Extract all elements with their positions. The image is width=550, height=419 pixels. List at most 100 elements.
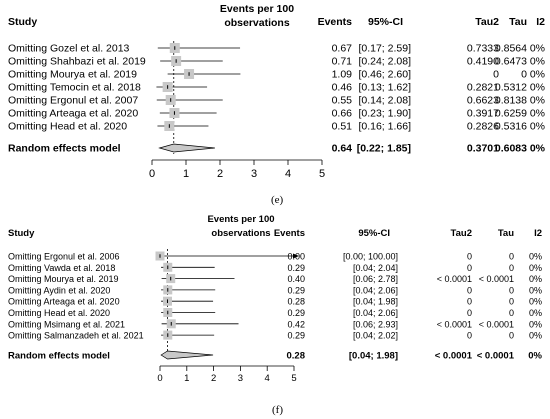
panel-e-row-2-tau2-value: 0.4190	[467, 56, 499, 68]
panel-e-row-7-events-value: 0.51	[332, 121, 353, 133]
panel-e-row-2-tau-value: 0.6473	[495, 56, 527, 68]
panel-f-row-8-tau2-value: 0	[467, 331, 472, 341]
panel-f-pooled-events-value: 0.28	[287, 351, 306, 362]
panel-f-row-6-study-label: Omitting Head et al. 2020	[8, 308, 110, 318]
panel-e-pooled-tau2-value: 0.3701	[467, 143, 499, 155]
panel-f-x-tick-label-3: 3	[238, 373, 243, 384]
panel-f-row-6-tau2-value: 0	[467, 308, 472, 318]
panel-f-row-8-study-label: Omitting Salmanzadeh et al. 2021	[8, 331, 144, 341]
panel-f-row-6-tau-value: 0	[509, 308, 514, 318]
panel-f-row-8-events-value: 0.29	[287, 331, 305, 341]
panel-e-pooled-events-value: 0.64	[332, 143, 353, 155]
panel-e-row-3-ci-value: [0.46; 2.60]	[358, 69, 411, 81]
panel-e-row-1-ci-value: [0.17; 2.59]	[358, 43, 411, 55]
panel-f-row-2-events-value: 0.29	[287, 263, 305, 273]
panel-f-row-5-tau2-value: 0	[467, 297, 472, 307]
panel-e-title-line-1: Events per 100	[220, 3, 294, 15]
panel-f-row-2-tau-value: 0	[509, 263, 514, 273]
panel-e-x-tick-label-2: 2	[217, 168, 223, 180]
panel-f-row-3-tau2-value: < 0.0001	[437, 274, 472, 284]
panel-e-row-2-i2-value: 0%	[530, 56, 545, 68]
caption-f-label: (f)	[272, 404, 283, 416]
panel-f-row-8-i2-value: 0%	[529, 331, 542, 341]
panel-f-x-tick-label-0: 0	[157, 373, 162, 384]
panel-f-row-1-events-value: 0.00	[287, 252, 305, 262]
panel-f-row-6-events-value: 0.29	[287, 308, 305, 318]
panel-f-row-7-study-label: Omitting Msimang et al. 2021	[8, 319, 125, 329]
panel-f-row-5-ci-value: [0.04; 1.98]	[353, 297, 398, 307]
panel-e-row-6-study-label: Omitting Arteaga et al. 2020	[8, 108, 138, 120]
panel-e-pooled-i2-value: 0%	[530, 143, 546, 155]
panel-f-row-2-tau2-value: 0	[467, 263, 472, 273]
panel-e-row-1-tau2-value: 0.7333	[467, 43, 499, 55]
panel-e-header-ci: 95%-CI	[368, 16, 403, 28]
panel-e-row-3-events-value: 1.09	[332, 69, 353, 81]
panel-e-row-6-events-value: 0.66	[332, 108, 353, 120]
panel-f-header-tau: Tau	[498, 228, 514, 239]
panel-e-row-3-tau2-value: 0	[493, 69, 499, 81]
panel-e-pooled-diamond	[158, 143, 215, 153]
panel-e-row-4-i2-value: 0%	[530, 82, 545, 94]
panel-e-row-5-i2-value: 0%	[530, 95, 545, 107]
panel-f-row-4-tau2-value: 0	[467, 285, 472, 295]
panel-e-row-4-study-label: Omitting Temocin et al. 2018	[8, 82, 141, 94]
panel-f-row-1-ci-value: [0.00; 100.00]	[343, 252, 398, 262]
panel-f-row-2-i2-value: 0%	[529, 263, 542, 273]
panel-f-row-5-events-value: 0.28	[287, 297, 305, 307]
panel-f-x-tick-label-2: 2	[211, 373, 216, 384]
panel-f-row-5-tau-value: 0	[509, 297, 514, 307]
panel-e-x-tick-label-0: 0	[149, 168, 155, 180]
panel-f-header-events: Events	[274, 228, 305, 239]
panel-f-row-6-i2-value: 0%	[529, 308, 542, 318]
panel-f-row-7-tau2-value: < 0.0001	[437, 319, 472, 329]
panel-e-row-7-i2-value: 0%	[530, 121, 545, 133]
panel-f-title-line-2: observations	[211, 228, 270, 239]
panel-e-row-3-i2-value: 0%	[530, 69, 545, 81]
panel-e-row-2-study-label: Omitting Shahbazi et al. 2019	[8, 56, 146, 68]
panel-e-header-tau2: Tau2	[475, 16, 499, 28]
panel-f-row-4-study-label: Omitting Aydin et al. 2020	[8, 285, 110, 295]
panel-e-row-3-tau-value: 0	[521, 69, 527, 81]
panel-f-row-4-tau-value: 0	[509, 285, 514, 295]
panel-e-row-5-tau2-value: 0.6623	[467, 95, 499, 107]
panel-e-row-1-events-value: 0.67	[332, 43, 353, 55]
panel-e-header-events: Events	[318, 16, 353, 28]
panel-f-row-1-tau-value: 0	[509, 252, 514, 262]
panel-e-row-1-study-label: Omitting Gozel et al. 2013	[8, 43, 130, 55]
panel-f-pooled-tau2-value: < 0.0001	[435, 351, 473, 362]
panel-e-row-6-tau2-value: 0.3917	[467, 108, 499, 120]
panel-f-row-3-ci-value: [0.06; 2.78]	[353, 274, 398, 284]
panel-f-row-2-ci-value: [0.04; 2.04]	[353, 263, 398, 273]
panel-e-x-tick-label-5: 5	[319, 168, 325, 180]
panel-e-pooled-tau-value: 0.6083	[495, 143, 527, 155]
panel-f-row-6-ci-value: [0.04; 2.06]	[353, 308, 398, 318]
panel-e-row-5-study-label: Omitting Ergonul et al. 2007	[8, 95, 138, 107]
panel-e-row-4-ci-value: [0.13; 1.62]	[358, 82, 411, 94]
panel-f-row-4-i2-value: 0%	[529, 285, 542, 295]
panel-e-row-1-i2-value: 0%	[530, 43, 545, 55]
panel-f-header-i2: I2	[534, 228, 542, 239]
panel-f-row-3-events-value: 0.40	[287, 274, 305, 284]
panel-f-pooled-diamond	[160, 350, 214, 360]
panel-e-row-6-ci-value: [0.23; 1.90]	[358, 108, 411, 120]
panel-f-header-tau2: Tau2	[451, 228, 472, 239]
panel-f-row-3-i2-value: 0%	[529, 274, 542, 284]
panel-e-title-line-2: observations	[224, 17, 290, 29]
panel-e-row-7-ci-value: [0.16; 1.66]	[358, 121, 411, 133]
panel-e-pooled-ci-value: [0.22; 1.85]	[357, 143, 411, 155]
panel-e-row-4-tau-value: 0.5312	[495, 82, 527, 94]
panel-f-title-line-1: Events per 100	[207, 214, 274, 225]
panel-e-row-4-events-value: 0.46	[332, 82, 353, 94]
panel-f-row-4-ci-value: [0.04; 2.06]	[353, 285, 398, 295]
panel-e-row-5-events-value: 0.55	[332, 95, 353, 107]
panel-f-row-7-tau-value: < 0.0001	[479, 319, 514, 329]
panel-e-row-2-ci-value: [0.24; 2.08]	[358, 56, 411, 68]
panel-e-row-7-tau2-value: 0.2826	[467, 121, 499, 133]
panel-f-pooled-i2-value: 0%	[528, 351, 542, 362]
panel-e-row-7-study-label: Omitting Head et al. 2020	[8, 121, 127, 133]
panel-e-row-1-tau-value: 0.8564	[495, 43, 527, 55]
panel-f-row-3-tau-value: < 0.0001	[479, 274, 514, 284]
panel-f-x-tick-label-5: 5	[291, 373, 296, 384]
panel-f-row-7-ci-value: [0.06; 2.93]	[353, 319, 398, 329]
